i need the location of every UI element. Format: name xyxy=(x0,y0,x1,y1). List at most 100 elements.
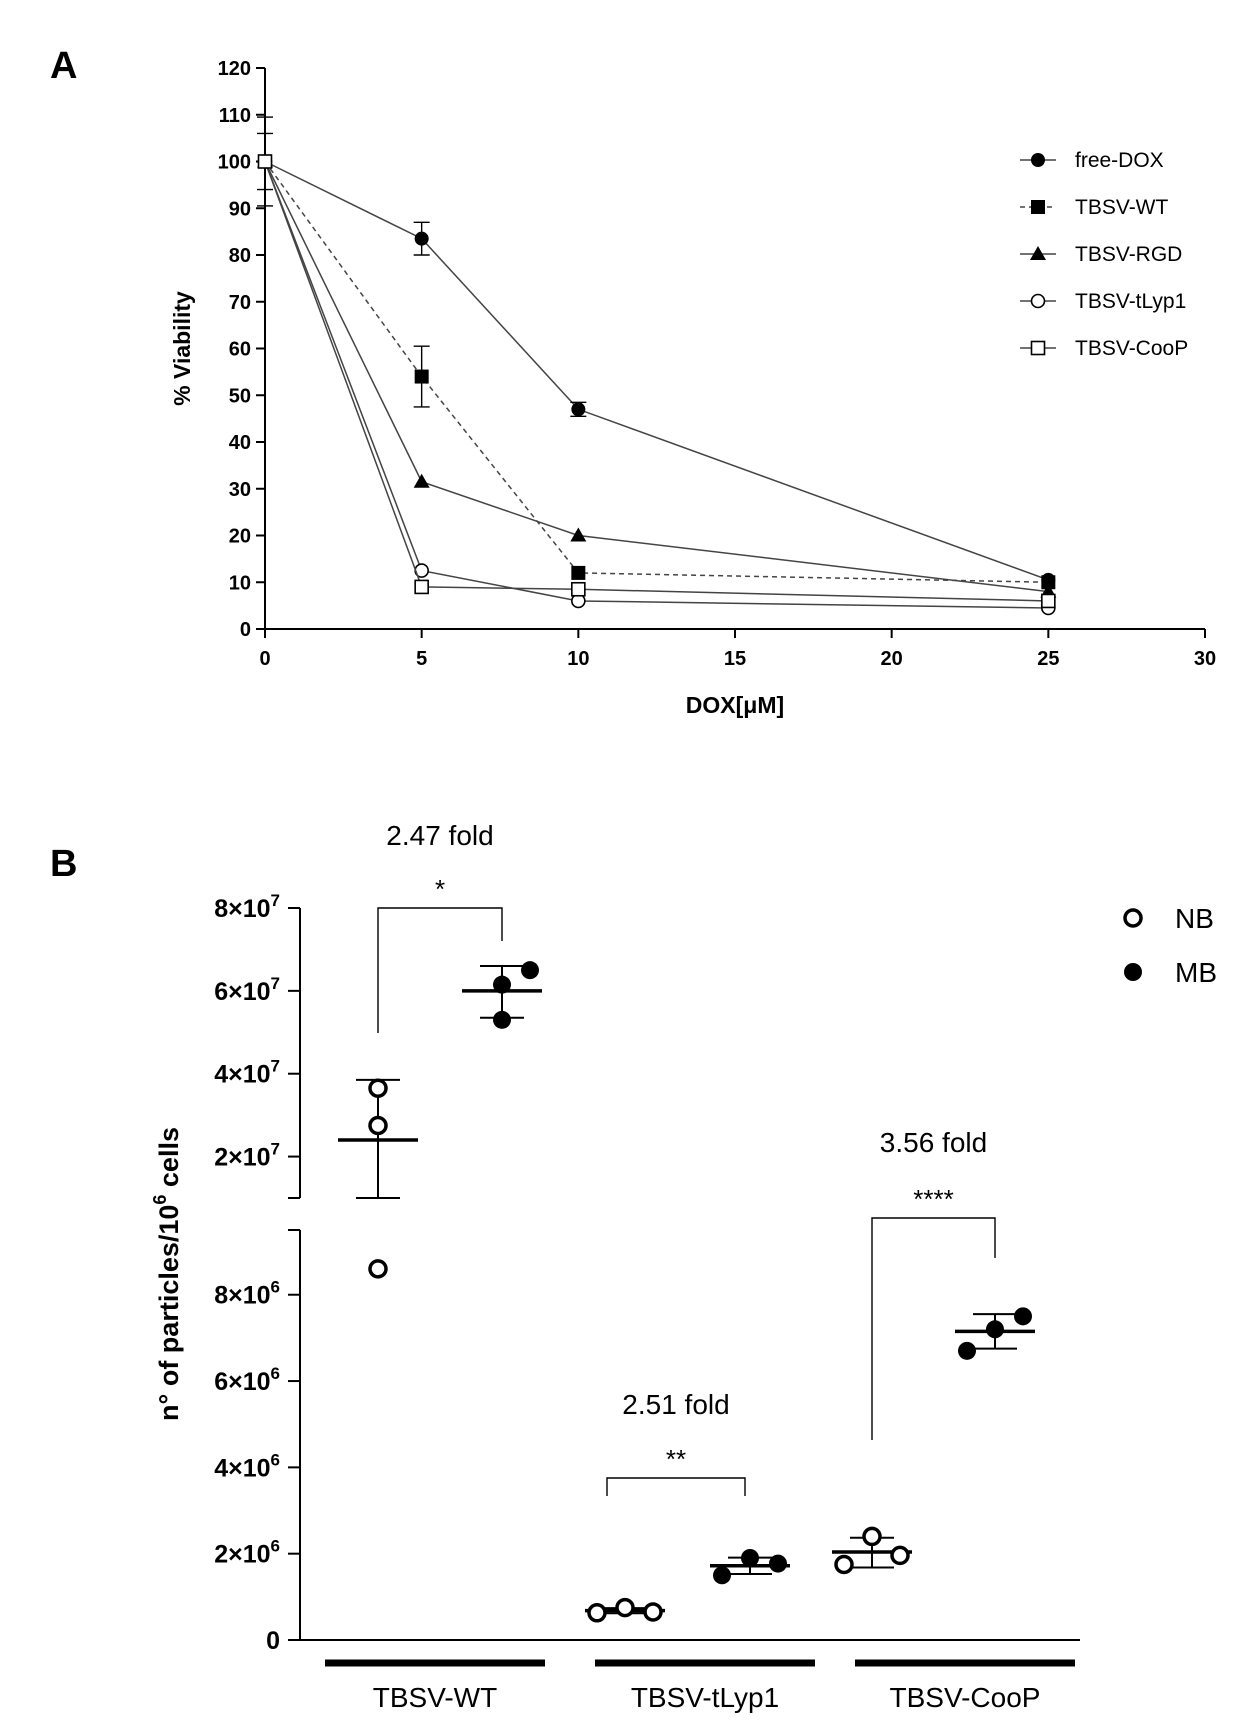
b-y-tick-exponent: 7 xyxy=(271,1057,280,1076)
b-data-point-mb xyxy=(493,1010,511,1029)
b-category-label: TBSV-CooP xyxy=(890,1682,1041,1713)
b-y-tick-mantissa: 0 xyxy=(266,1627,280,1655)
b-y-tick-label: 8×106 xyxy=(214,1278,280,1310)
b-y-tick-exponent: 6 xyxy=(271,1278,280,1297)
b-significance-stars: * xyxy=(435,874,445,904)
b-y-tick-label: 6×107 xyxy=(214,974,280,1006)
particles-chart: 2×1074×1076×1078×10702×1064×1066×1068×10… xyxy=(150,820,1217,1713)
b-group-tbsv-coop-mb xyxy=(955,1307,1035,1360)
b-significance-stars: ** xyxy=(666,1444,686,1474)
b-y-tick-label: 8×107 xyxy=(214,891,280,923)
a-data-point xyxy=(1041,593,1056,609)
b-y-tick-exponent: 7 xyxy=(271,974,280,993)
a-y-tick-label: 100 xyxy=(218,152,251,174)
a-y-tick-label: 50 xyxy=(229,385,251,407)
viability-chart: 0 10 20 30 40 50 60 70 80 90 100 110 120 0 5 10 15 20 25 30… xyxy=(169,58,1216,718)
b-y-axis-title-part: 6 xyxy=(150,1195,170,1205)
b-significance-bracket xyxy=(377,907,503,1033)
b-data-point-mb xyxy=(713,1566,731,1585)
b-significance-tbsv-coop: **** 3.56 fold xyxy=(871,1127,996,1440)
b-y-tick-mantissa: 2×10 xyxy=(214,1541,270,1569)
a-data-point xyxy=(571,565,586,580)
a-y-tick-label: 70 xyxy=(229,292,251,314)
b-y-tick-label: 4×106 xyxy=(214,1450,280,1482)
b-y-tick-mantissa: 8×10 xyxy=(214,1282,270,1310)
b-y-axis-title-part: n° of particles/10 xyxy=(154,1205,184,1421)
b-legend-marker-mb xyxy=(1124,963,1142,981)
b-data-point-mb xyxy=(958,1341,976,1360)
b-y-tick-mantissa: 4×10 xyxy=(214,1454,270,1482)
a-x-tick-label: 15 xyxy=(724,648,746,670)
b-y-tick-mantissa: 6×10 xyxy=(214,1368,270,1396)
a-x-tick-label: 0 xyxy=(259,648,270,670)
b-y-tick-mantissa: 8×10 xyxy=(214,895,270,923)
a-series-tbsv-rgd xyxy=(257,153,1057,598)
b-data-point-nb xyxy=(643,1602,663,1622)
a-y-tick-label: 80 xyxy=(229,245,251,267)
a-data-point xyxy=(414,369,429,384)
b-data-point-mb xyxy=(769,1554,787,1573)
b-data-point-nb xyxy=(368,1115,388,1136)
a-legend-label: TBSV-tLyp1 xyxy=(1075,290,1186,313)
b-y-tick-mantissa: 2×10 xyxy=(214,1144,270,1172)
b-y-tick-label: 2×107 xyxy=(214,1140,280,1172)
b-significance-bracket xyxy=(871,1217,996,1440)
b-significance-bracket xyxy=(606,1477,746,1496)
a-y-tick-label: 30 xyxy=(229,479,251,501)
b-y-tick-exponent: 6 xyxy=(271,1364,280,1383)
a-data-point xyxy=(571,581,586,597)
a-x-tick-label: 20 xyxy=(881,648,903,670)
b-group-tbsv-tlyp1-mb xyxy=(710,1549,790,1585)
b-data-point-mb xyxy=(521,961,539,980)
b-data-point-nb xyxy=(368,1259,388,1279)
b-legend-marker-nb xyxy=(1123,908,1143,928)
a-y-tick-label: 0 xyxy=(240,619,251,641)
b-y-tick-label: 6×106 xyxy=(214,1364,280,1396)
b-fold-annotation: 2.47 fold xyxy=(386,820,493,851)
b-y-axis-title-part: cells xyxy=(154,1127,184,1195)
panel-a-letter: A xyxy=(50,45,77,87)
a-series-line xyxy=(264,161,1049,609)
a-y-tick-label: 90 xyxy=(229,198,251,220)
b-data-point-mb xyxy=(741,1549,759,1567)
b-legend-label: MB xyxy=(1175,957,1217,988)
a-series-line xyxy=(264,161,1049,583)
b-group-tbsv-tlyp1-nb xyxy=(585,1597,665,1623)
b-y-tick-exponent: 7 xyxy=(271,1140,280,1159)
a-x-tick-label: 25 xyxy=(1037,648,1059,670)
b-data-point-mb xyxy=(986,1320,1004,1339)
a-legend-label: TBSV-RGD xyxy=(1075,243,1182,266)
a-series-line xyxy=(264,161,1049,602)
b-legend-label: NB xyxy=(1175,903,1214,934)
b-data-point-nb xyxy=(587,1603,607,1623)
a-y-tick-label: 10 xyxy=(229,572,251,594)
b-y-tick-exponent: 7 xyxy=(271,891,280,910)
b-data-point-nb xyxy=(862,1526,882,1547)
a-y-axis-title: % Viability xyxy=(169,291,195,406)
a-x-tick-label: 10 xyxy=(567,648,589,670)
b-group-tbsv-wt-mb xyxy=(462,961,542,1029)
b-data-point-nb xyxy=(615,1597,635,1618)
b-category-label: TBSV-tLyp1 xyxy=(631,1682,779,1713)
b-data-point-mb xyxy=(493,975,511,994)
a-data-point xyxy=(570,527,587,542)
a-series-tbsv-coop xyxy=(257,154,1056,609)
a-legend-marker xyxy=(1031,200,1045,214)
b-y-tick-mantissa: 4×10 xyxy=(214,1061,270,1089)
a-legend-label: TBSV-CooP xyxy=(1075,337,1188,360)
a-series-line xyxy=(264,160,1049,581)
b-y-tick-exponent: 6 xyxy=(271,1537,280,1556)
a-data-point xyxy=(1041,575,1056,590)
b-y-tick-exponent: 6 xyxy=(271,1450,280,1469)
a-legend-label: TBSV-WT xyxy=(1075,196,1169,219)
b-significance-tbsv-wt: * 2.47 fold xyxy=(377,820,503,1033)
b-y-tick-label: 2×106 xyxy=(214,1537,280,1569)
a-legend-marker xyxy=(1030,246,1046,260)
a-legend-marker xyxy=(1030,293,1046,309)
a-data-point xyxy=(414,231,429,246)
b-fold-annotation: 2.51 fold xyxy=(622,1389,729,1420)
b-data-point-mb xyxy=(1014,1307,1032,1326)
a-data-point xyxy=(414,579,429,595)
b-y-tick-label: 0 xyxy=(266,1627,280,1655)
